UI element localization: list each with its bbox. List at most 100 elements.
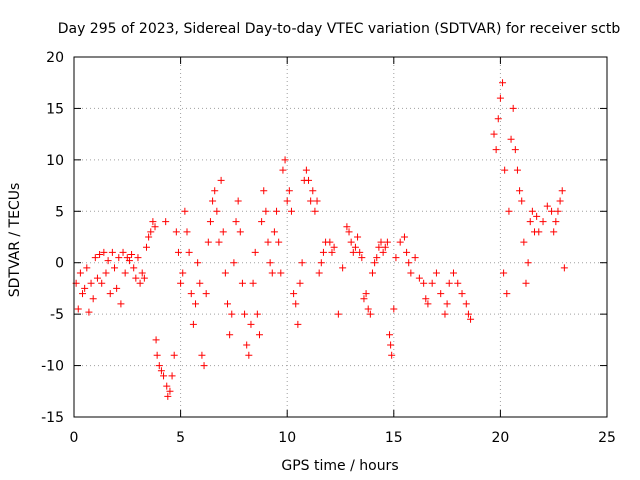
data-point	[509, 104, 517, 112]
data-point	[268, 269, 276, 277]
data-point	[234, 197, 242, 205]
data-point	[330, 243, 338, 251]
data-points	[72, 79, 568, 400]
data-point	[74, 305, 82, 313]
y-axis-label: SDTVAR / TECUs	[7, 183, 23, 298]
data-point	[296, 279, 304, 287]
data-point	[403, 248, 411, 256]
data-point	[187, 290, 195, 298]
data-point	[351, 243, 359, 251]
data-point	[119, 248, 127, 256]
chart-title: Day 295 of 2023, Sidereal Day-to-day VTE…	[58, 21, 621, 37]
data-point	[170, 351, 178, 359]
data-point	[128, 250, 136, 258]
data-point	[270, 228, 278, 236]
data-point	[266, 259, 274, 267]
data-point	[513, 166, 521, 174]
data-point	[387, 341, 395, 349]
data-point	[550, 228, 558, 236]
data-point	[302, 166, 310, 174]
data-point	[467, 315, 475, 323]
data-point	[213, 207, 221, 215]
x-tick-label: 20	[491, 430, 509, 446]
y-tick-label: 5	[55, 204, 64, 220]
x-tick-label: 25	[598, 430, 616, 446]
data-point	[81, 284, 89, 292]
data-point	[189, 320, 197, 328]
data-point	[79, 290, 87, 298]
data-point	[500, 269, 508, 277]
data-point	[535, 228, 543, 236]
data-point	[441, 310, 449, 318]
data-point	[138, 269, 146, 277]
tick-labels: -15 -10 -5 0 5 10 15 20 0 5 10 15 20 25	[41, 50, 616, 446]
data-point	[375, 243, 383, 251]
data-point	[215, 238, 223, 246]
data-point	[211, 187, 219, 195]
data-point	[113, 284, 121, 292]
data-point	[392, 254, 400, 262]
y-tick-label: 20	[46, 50, 64, 66]
y-tick-label: -10	[41, 359, 64, 375]
data-point	[277, 269, 285, 277]
data-point	[556, 197, 564, 205]
x-axis-label: GPS time / hours	[281, 458, 398, 474]
data-point	[366, 310, 374, 318]
data-point	[247, 320, 255, 328]
data-point	[339, 264, 347, 272]
data-point	[368, 269, 376, 277]
data-point	[196, 279, 204, 287]
data-point	[539, 218, 547, 226]
data-point	[492, 146, 500, 154]
data-point	[253, 310, 261, 318]
data-point	[164, 392, 172, 400]
data-point	[405, 259, 413, 267]
data-point	[281, 156, 289, 164]
data-point	[560, 264, 568, 272]
data-point	[209, 197, 217, 205]
data-point	[379, 248, 387, 256]
data-point	[454, 279, 462, 287]
data-point	[305, 176, 313, 184]
data-point	[499, 79, 507, 87]
y-tick-label: 0	[55, 256, 64, 272]
data-point	[147, 228, 155, 236]
data-point	[204, 238, 212, 246]
data-point	[311, 207, 319, 215]
x-tick-label: 15	[385, 430, 403, 446]
data-point	[160, 372, 168, 380]
data-point	[307, 197, 315, 205]
data-point	[93, 274, 101, 282]
data-point	[319, 248, 327, 256]
data-point	[102, 269, 110, 277]
data-point	[76, 269, 84, 277]
data-point	[130, 264, 138, 272]
data-point	[358, 254, 366, 262]
data-point	[496, 94, 504, 102]
data-point	[230, 259, 238, 267]
data-point	[134, 254, 142, 262]
data-point	[181, 207, 189, 215]
data-point	[445, 279, 453, 287]
x-tick-label: 5	[176, 430, 185, 446]
data-point	[198, 351, 206, 359]
data-point	[381, 243, 389, 251]
data-point	[91, 254, 99, 262]
y-tick-label: 10	[46, 153, 64, 169]
data-point	[407, 269, 415, 277]
data-point	[428, 279, 436, 287]
data-point	[177, 279, 185, 287]
data-point	[221, 269, 229, 277]
data-point	[516, 187, 524, 195]
data-point	[149, 218, 157, 226]
data-point	[117, 300, 125, 308]
data-point	[290, 290, 298, 298]
data-point	[490, 130, 498, 138]
data-point	[83, 264, 91, 272]
data-point	[505, 207, 513, 215]
data-point	[554, 207, 562, 215]
data-point	[232, 218, 240, 226]
data-point	[309, 187, 317, 195]
data-point	[125, 257, 133, 265]
data-point	[313, 197, 321, 205]
